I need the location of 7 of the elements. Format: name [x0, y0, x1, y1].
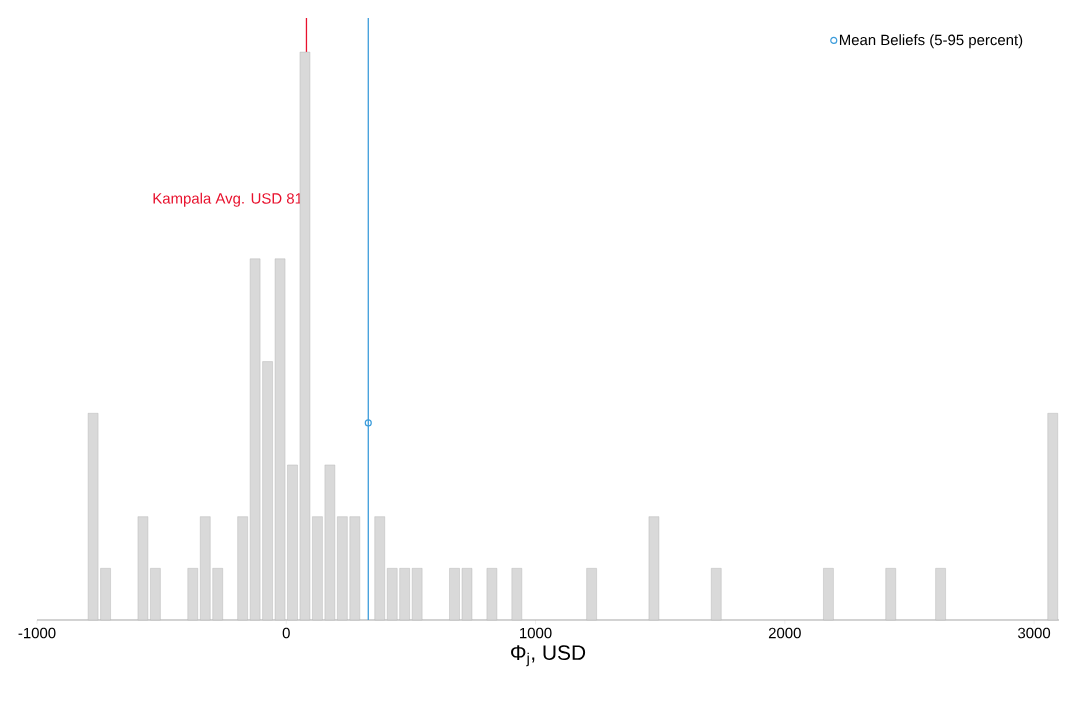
x-tick-label: -1000: [18, 627, 56, 639]
x-tick-label: 0: [282, 627, 290, 639]
x-tick-label: 3000: [1018, 627, 1051, 639]
x-axis-title: Φ$_{j}$, USD: [511, 645, 586, 667]
x-tick-label: 1000: [520, 627, 552, 639]
x-tick-label: 2000: [768, 627, 801, 639]
legend-label: Mean Beliefs (5-95 percent): [839, 34, 1023, 49]
